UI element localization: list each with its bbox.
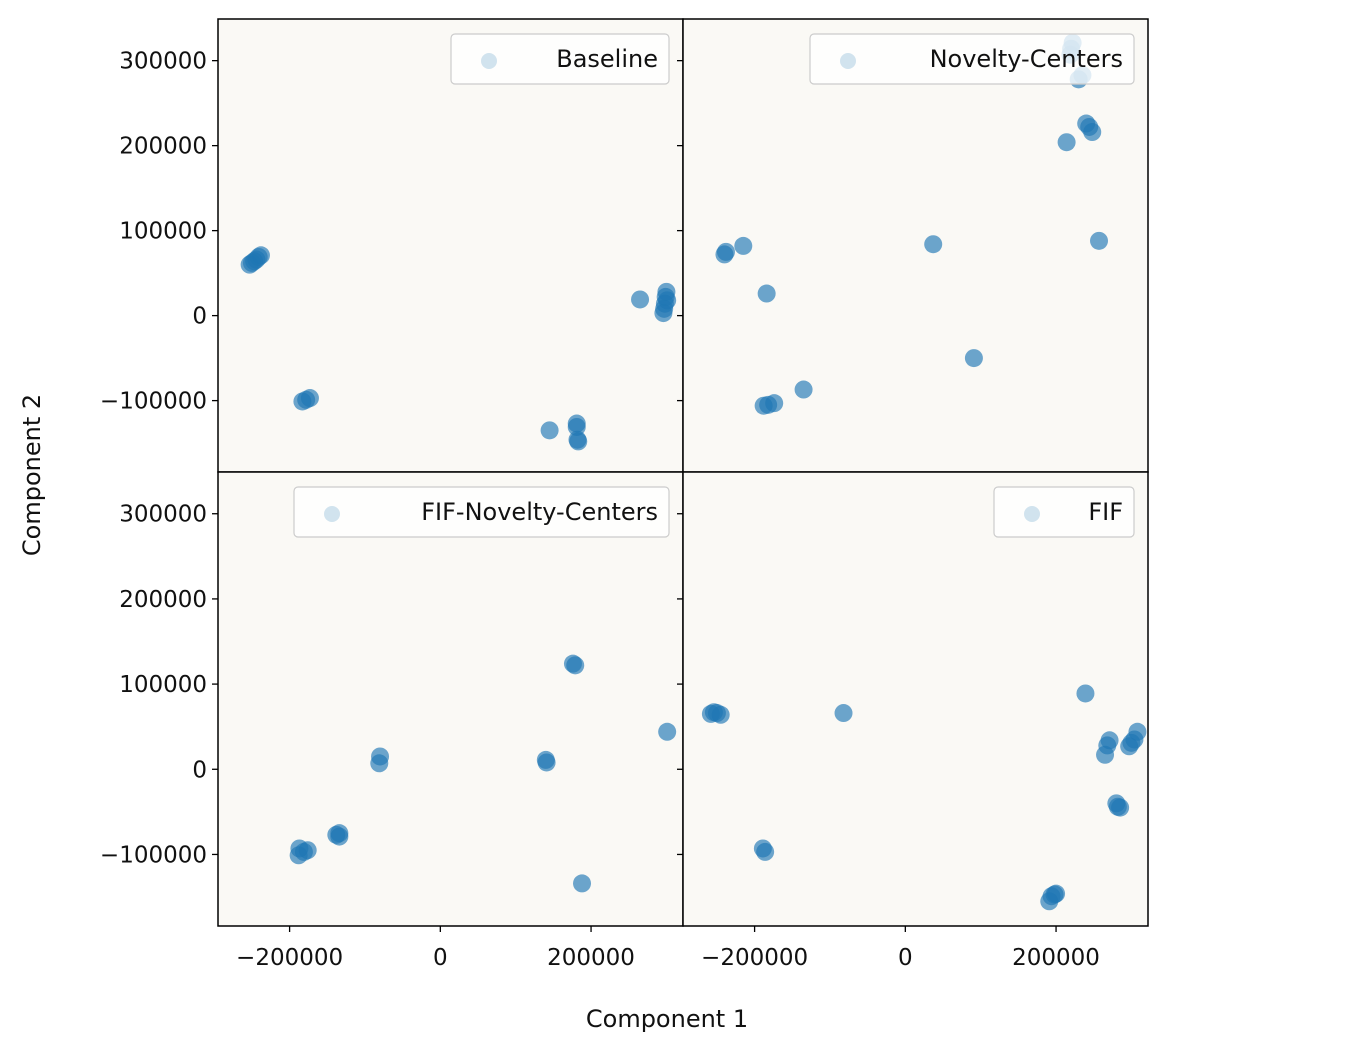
data-point xyxy=(756,842,775,861)
x-tick-label: 0 xyxy=(433,945,448,971)
data-point xyxy=(711,705,730,724)
x-tick-label: 200000 xyxy=(547,945,635,971)
data-point xyxy=(537,753,556,772)
y-tick-label: 300000 xyxy=(119,502,207,528)
data-point xyxy=(567,417,586,436)
data-point xyxy=(540,421,559,440)
data-point xyxy=(765,394,784,413)
data-point xyxy=(658,722,677,741)
data-point xyxy=(298,841,317,860)
data-point xyxy=(716,242,735,261)
y-tick-label: 200000 xyxy=(119,134,207,160)
data-point xyxy=(757,284,776,303)
legend: Baseline xyxy=(450,33,670,85)
x-tick-label: 0 xyxy=(898,945,913,971)
legend-label: FIF-Novelty-Centers xyxy=(421,498,658,526)
data-point xyxy=(734,236,753,255)
panel-background xyxy=(683,472,1148,926)
legend-label: FIF xyxy=(1088,498,1123,526)
data-point xyxy=(924,235,943,254)
legend-box xyxy=(293,486,670,538)
y-tick-label: 100000 xyxy=(119,219,207,245)
data-point xyxy=(330,827,349,846)
x-tick-label: −200000 xyxy=(236,945,343,971)
legend-marker xyxy=(324,506,340,522)
y-tick-label: −100000 xyxy=(100,389,207,415)
data-point xyxy=(1076,684,1095,703)
legend-box xyxy=(809,33,1135,85)
data-point xyxy=(251,246,270,265)
y-tick-label: 0 xyxy=(192,304,207,330)
panel-background xyxy=(683,19,1148,472)
panel-background xyxy=(218,472,683,926)
data-point xyxy=(1083,123,1102,142)
panel-frame xyxy=(682,471,1149,927)
data-point xyxy=(573,874,592,893)
y-axis-label: Component 2 xyxy=(18,394,46,556)
legend-label: Novelty-Centers xyxy=(930,45,1123,73)
y-tick-label: 100000 xyxy=(119,672,207,698)
panels-layer: 300000 200000 100000 0 −100000 Baseline Novelt… xyxy=(100,18,1149,971)
data-point xyxy=(1047,884,1066,903)
x-axis-label: Component 1 xyxy=(586,1005,748,1033)
panel-1: 300000 200000 100000 0 −100000 Baseline xyxy=(100,18,684,473)
legend: Novelty-Centers xyxy=(809,33,1135,85)
legend-marker xyxy=(840,53,856,69)
panel-4: −200000 0 200000 FIF xyxy=(677,471,1149,971)
y-tick-label: 200000 xyxy=(119,587,207,613)
legend: FIF xyxy=(993,486,1135,538)
data-point xyxy=(631,290,650,309)
data-point xyxy=(1090,231,1109,250)
data-point xyxy=(1100,731,1119,750)
data-point xyxy=(1128,722,1147,741)
legend-box xyxy=(993,486,1135,538)
data-point xyxy=(834,704,853,723)
data-point xyxy=(370,754,389,773)
data-point xyxy=(1111,798,1130,817)
data-point xyxy=(964,349,983,368)
panel-2: Novelty-Centers xyxy=(677,18,1149,473)
data-point xyxy=(794,380,813,399)
data-point xyxy=(658,291,677,310)
x-tick-label: 200000 xyxy=(1012,945,1100,971)
y-tick-label: −100000 xyxy=(100,842,207,868)
legend-box xyxy=(450,33,670,85)
data-point xyxy=(1057,133,1076,152)
legend-marker xyxy=(481,53,497,69)
panel-background xyxy=(218,19,683,472)
data-point xyxy=(566,656,585,675)
legend-label: Baseline xyxy=(556,45,658,73)
panel-3: 300000 200000 100000 0 −100000 −200000 0 200000… xyxy=(100,471,684,971)
y-tick-label: 0 xyxy=(192,757,207,783)
data-point xyxy=(569,432,588,451)
data-point xyxy=(300,389,319,408)
legend: FIF-Novelty-Centers xyxy=(293,486,670,538)
x-tick-label: −200000 xyxy=(701,945,808,971)
legend-marker xyxy=(1024,506,1040,522)
y-tick-label: 300000 xyxy=(119,49,207,75)
